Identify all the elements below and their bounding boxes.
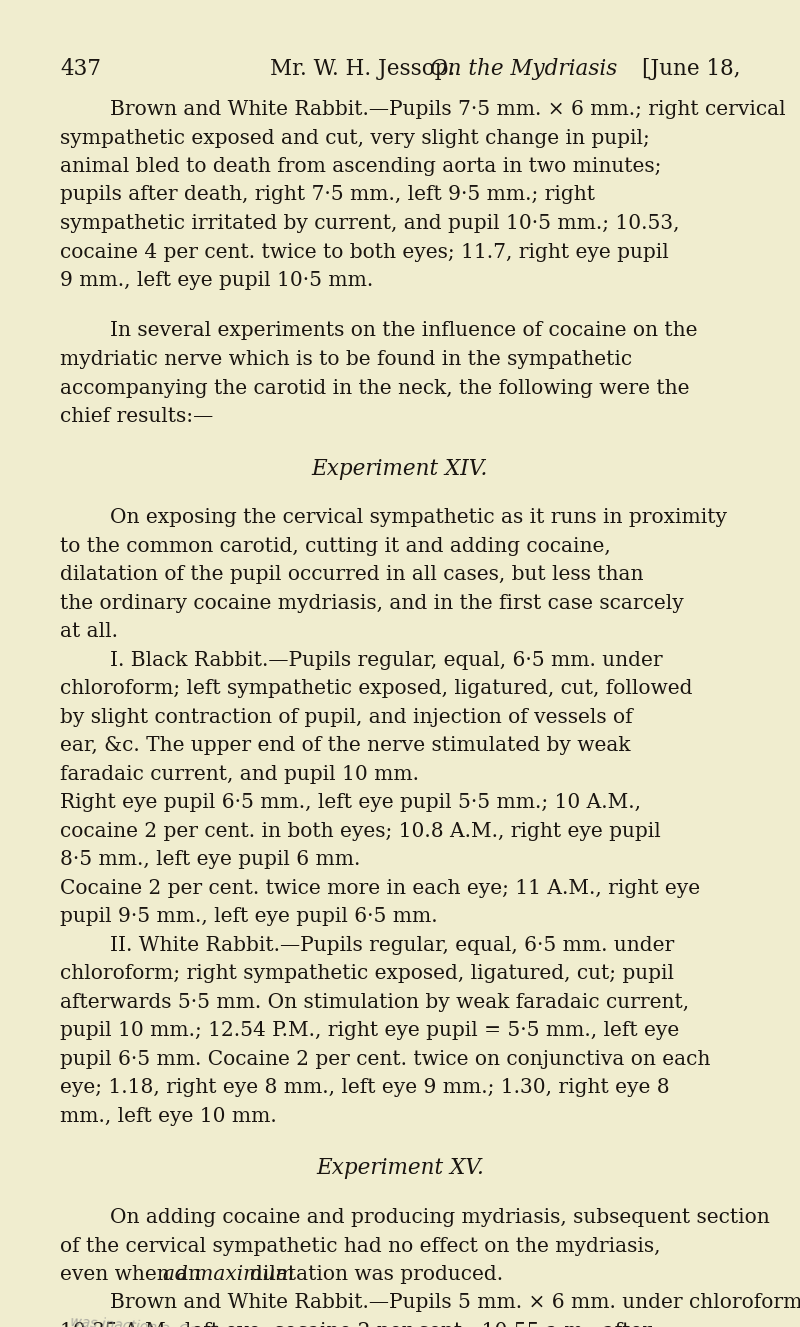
Text: On exposing the cervical sympathetic as it runs in proximity: On exposing the cervical sympathetic as … <box>110 508 727 527</box>
Text: ear, &c. The upper end of the nerve stimulated by weak: ear, &c. The upper end of the nerve stim… <box>60 736 630 755</box>
Text: was inaction a  Cocain due  Stimulus: was inaction a Cocain due Stimulus <box>70 1315 326 1327</box>
Text: Right eye pupil 6·5 mm., left eye pupil 5·5 mm.; 10 A.M.,: Right eye pupil 6·5 mm., left eye pupil … <box>60 794 641 812</box>
Text: at all.: at all. <box>60 622 118 641</box>
Text: On the Mydriasis: On the Mydriasis <box>430 58 618 80</box>
Text: dilatation of the pupil occurred in all cases, but less than: dilatation of the pupil occurred in all … <box>60 565 643 584</box>
Text: eye; 1.18, right eye 8 mm., left eye 9 mm.; 1.30, right eye 8: eye; 1.18, right eye 8 mm., left eye 9 m… <box>60 1079 670 1097</box>
Text: On adding cocaine and producing mydriasis, subsequent section: On adding cocaine and producing mydriasi… <box>110 1208 776 1227</box>
Text: 10.35 A.M., left eye, cocaine 2 per cent.; 10.55 a.m., after: 10.35 A.M., left eye, cocaine 2 per cent… <box>60 1322 652 1327</box>
Text: 437: 437 <box>60 58 101 80</box>
Text: faradaic current, and pupil 10 mm.: faradaic current, and pupil 10 mm. <box>60 764 419 784</box>
Text: chloroform; right sympathetic exposed, ligatured, cut; pupil: chloroform; right sympathetic exposed, l… <box>60 965 674 983</box>
Text: pupil 9·5 mm., left eye pupil 6·5 mm.: pupil 9·5 mm., left eye pupil 6·5 mm. <box>60 908 438 926</box>
Text: 9 mm., left eye pupil 10·5 mm.: 9 mm., left eye pupil 10·5 mm. <box>60 271 374 291</box>
Text: cocaine 2 per cent. in both eyes; 10.8 A.M., right eye pupil: cocaine 2 per cent. in both eyes; 10.8 A… <box>60 821 661 841</box>
Text: chief results:—: chief results:— <box>60 407 214 426</box>
Text: [June 18,: [June 18, <box>642 58 740 80</box>
Text: pupil 6·5 mm. Cocaine 2 per cent. twice on conjunctiva on each: pupil 6·5 mm. Cocaine 2 per cent. twice … <box>60 1050 710 1068</box>
Text: of the cervical sympathetic had no effect on the mydriasis,: of the cervical sympathetic had no effec… <box>60 1237 667 1255</box>
Text: cocaine 4 per cent. twice to both eyes; 11.7, right eye pupil: cocaine 4 per cent. twice to both eyes; … <box>60 243 669 261</box>
Text: Brown and White Rabbit.—Pupils 7·5 mm. × 6 mm.; right cervical: Brown and White Rabbit.—Pupils 7·5 mm. ×… <box>110 100 786 119</box>
Text: animal bled to death from ascending aorta in two minutes;: animal bled to death from ascending aort… <box>60 157 662 176</box>
Text: 8·5 mm., left eye pupil 6 mm.: 8·5 mm., left eye pupil 6 mm. <box>60 851 360 869</box>
Text: the ordinary cocaine mydriasis, and in the first case scarcely: the ordinary cocaine mydriasis, and in t… <box>60 593 684 613</box>
Text: sympathetic exposed and cut, very slight change in pupil;: sympathetic exposed and cut, very slight… <box>60 129 650 147</box>
Text: mm., left eye 10 mm.: mm., left eye 10 mm. <box>60 1107 277 1125</box>
Text: even when an: even when an <box>60 1265 207 1285</box>
Text: sympathetic irritated by current, and pupil 10·5 mm.; 10.53,: sympathetic irritated by current, and pu… <box>60 214 679 234</box>
Text: I. Black Rabbit.—Pupils regular, equal, 6·5 mm. under: I. Black Rabbit.—Pupils regular, equal, … <box>110 650 662 670</box>
Text: dilatation was produced.: dilatation was produced. <box>250 1265 509 1285</box>
Text: chloroform; left sympathetic exposed, ligatured, cut, followed: chloroform; left sympathetic exposed, li… <box>60 679 693 698</box>
Text: II. White Rabbit.—Pupils regular, equal, 6·5 mm. under: II. White Rabbit.—Pupils regular, equal,… <box>110 936 674 954</box>
Text: In several experiments on the influence of cocaine on the: In several experiments on the influence … <box>110 321 698 341</box>
Text: pupil 10 mm.; 12.54 P.M., right eye pupil = 5·5 mm., left eye: pupil 10 mm.; 12.54 P.M., right eye pupi… <box>60 1022 679 1040</box>
Text: by slight contraction of pupil, and injection of vessels of: by slight contraction of pupil, and inje… <box>60 707 633 727</box>
Text: accompanying the carotid in the neck, the following were the: accompanying the carotid in the neck, th… <box>60 378 690 398</box>
Text: ad maximum: ad maximum <box>162 1265 301 1285</box>
Text: pupils after death, right 7·5 mm., left 9·5 mm.; right: pupils after death, right 7·5 mm., left … <box>60 186 595 204</box>
Text: Mr. W. H. Jessop.: Mr. W. H. Jessop. <box>270 58 455 80</box>
Text: Experiment XV.: Experiment XV. <box>316 1157 484 1180</box>
Text: Brown and White Rabbit.—Pupils 5 mm. × 6 mm. under chloroform;: Brown and White Rabbit.—Pupils 5 mm. × 6… <box>110 1294 800 1312</box>
Text: afterwards 5·5 mm. On stimulation by weak faradaic current,: afterwards 5·5 mm. On stimulation by wea… <box>60 993 689 1011</box>
Text: to the common carotid, cutting it and adding cocaine,: to the common carotid, cutting it and ad… <box>60 536 610 556</box>
Text: Experiment XIV.: Experiment XIV. <box>312 458 488 479</box>
Text: mydriatic nerve which is to be found in the sympathetic: mydriatic nerve which is to be found in … <box>60 350 632 369</box>
Text: Cocaine 2 per cent. twice more in each eye; 11 A.M., right eye: Cocaine 2 per cent. twice more in each e… <box>60 878 700 898</box>
